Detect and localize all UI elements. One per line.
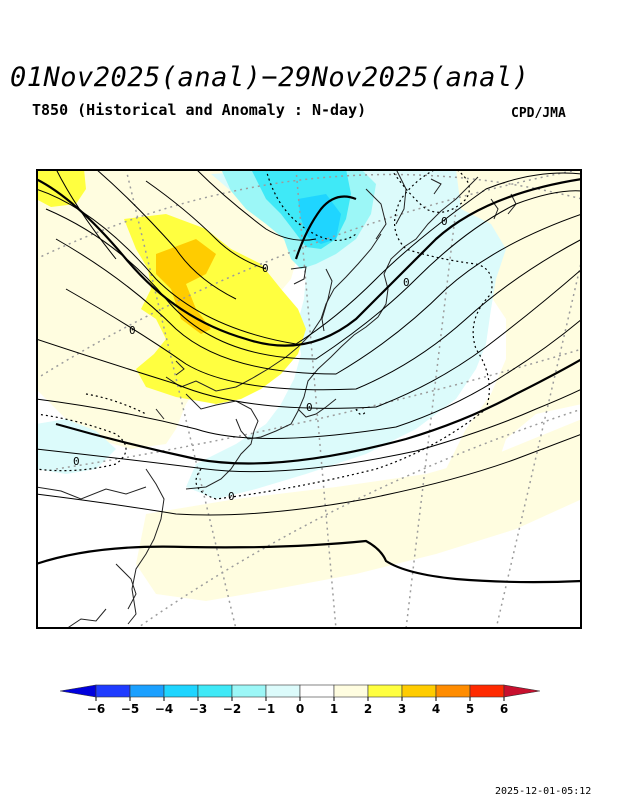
legend-low-arrow [59, 684, 97, 698]
legend-tick-label: 3 [398, 702, 406, 716]
legend-color-cell [299, 684, 335, 698]
anomaly-zero-lines [36, 169, 493, 500]
anomaly-plus0-1-region-south [136, 419, 582, 601]
legend-tick-label: −1 [257, 702, 275, 716]
anomaly-minus0-1-region-west [36, 419, 116, 474]
legend-high-arrow [503, 684, 541, 698]
contour-label: 0 [262, 262, 269, 275]
legend-tick-label: −5 [121, 702, 139, 716]
legend-color-cell [367, 684, 403, 698]
legend-color-cell [401, 684, 437, 698]
legend-color-cell [265, 684, 301, 698]
legend-color-cell [435, 684, 471, 698]
legend-color-cell [129, 684, 165, 698]
legend-tick-label: −2 [223, 702, 241, 716]
color-legend: −6 −5 −4 −3 −2 −1 0 1 2 3 4 5 6 [59, 682, 541, 722]
color-legend-bar: −6 −5 −4 −3 −2 −1 0 1 2 3 4 5 6 [59, 684, 541, 716]
map-canvas: 0 0 0 0 0 0 0 [36, 169, 582, 629]
legend-tick-label: 6 [500, 702, 508, 716]
legend-color-cell [333, 684, 369, 698]
contour-label: 0 [306, 401, 313, 414]
contour-label: 0 [129, 324, 136, 337]
map-title: 01Nov2025(anal)−29Nov2025(anal) [10, 62, 530, 93]
legend-tick-label: 1 [330, 702, 338, 716]
contour-label-group: 0 0 0 0 0 0 0 [73, 215, 448, 503]
contour-label: 0 [73, 455, 80, 468]
contour-label: 0 [228, 490, 235, 503]
contour-label: 0 [403, 276, 410, 289]
anomaly-minus0-1-region [186, 169, 506, 499]
legend-tick-label: −3 [189, 702, 207, 716]
anomaly-minus3-4-region [298, 194, 341, 244]
legend-tick-label: −4 [155, 702, 173, 716]
legend-tick-label: 5 [466, 702, 474, 716]
map-frame [36, 169, 582, 629]
contour-label: 0 [441, 215, 448, 228]
anomaly-plus1-2-region-nw [36, 169, 86, 207]
legend-tick-label: 4 [432, 702, 440, 716]
legend-color-cell [231, 684, 267, 698]
legend-color-cell [197, 684, 233, 698]
anomaly-plus2-3-region [156, 239, 216, 334]
legend-color-cell [469, 684, 505, 698]
coastlines [36, 169, 517, 629]
issue-timestamp: 2025-12-01-05:12 [495, 786, 592, 797]
legend-tick-label: 0 [296, 702, 304, 716]
legend-color-cell [95, 684, 131, 698]
temperature-contours [36, 169, 582, 516]
legend-color-cell [163, 684, 199, 698]
legend-tick-label: −6 [87, 702, 105, 716]
thick-contours [36, 177, 582, 584]
graticule [36, 169, 582, 629]
anomaly-map: 0 0 0 0 0 0 0 [36, 169, 582, 629]
legend-tick-label: 2 [364, 702, 372, 716]
credit-label: CPD/JMA [511, 106, 566, 121]
map-subtitle: T850 (Historical and Anomaly : N-day) [32, 101, 367, 119]
